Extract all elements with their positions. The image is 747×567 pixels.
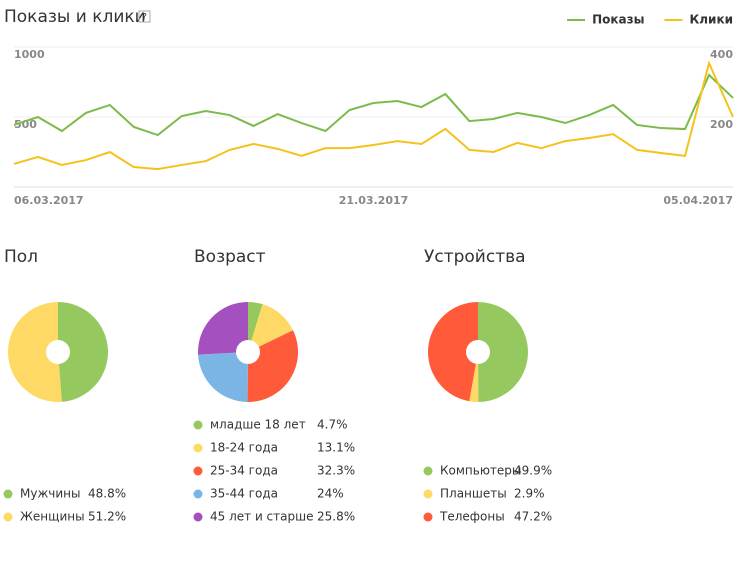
- pie-hole: [46, 340, 70, 364]
- legend-label: 45 лет и старше: [210, 510, 313, 524]
- legend-dot: [193, 466, 203, 476]
- pie-slice: [469, 352, 479, 403]
- pie-slice: [58, 302, 109, 402]
- legend-value: 47.2%: [514, 510, 552, 524]
- legend-value: 13.1%: [317, 441, 355, 455]
- legend-dot: [193, 489, 203, 499]
- legend-dot: [3, 489, 13, 499]
- legend-label: Телефоны: [439, 510, 505, 524]
- x-tick-label: 06.03.2017: [14, 194, 84, 207]
- legend-label: 25-34 года: [210, 464, 278, 478]
- legend-label: Планшеты: [440, 487, 507, 501]
- legend-label: младше 18 лет: [210, 418, 306, 432]
- legend-value: 4.7%: [317, 418, 348, 432]
- legend-label: Мужчины: [20, 487, 80, 501]
- legend-label: Женщины: [20, 510, 85, 524]
- y-tick-label: 500: [14, 118, 37, 131]
- pie-slice: [248, 302, 263, 352]
- pie-hole: [466, 340, 490, 364]
- legend-value: 51.2%: [88, 510, 126, 524]
- legend-dot: [423, 489, 433, 499]
- help-icon[interactable]: [138, 10, 151, 23]
- series-line: [13, 73, 734, 137]
- pie-slice: [428, 302, 478, 402]
- legend-dot: [423, 466, 433, 476]
- legend-value: 24%: [317, 487, 344, 501]
- pie-slice: [248, 304, 293, 352]
- pie-title: Пол: [4, 247, 38, 267]
- legend-dot: [423, 512, 433, 522]
- legend-dot: [193, 420, 203, 430]
- x-tick-label: 21.03.2017: [339, 194, 409, 207]
- y-tick-label: 1000: [14, 48, 45, 61]
- legend-dot: [193, 443, 203, 453]
- pie-slice: [8, 302, 62, 402]
- series-line: [13, 60, 734, 171]
- legend-label: Клики: [689, 13, 733, 27]
- legend-label: 35-44 года: [210, 487, 278, 501]
- legend-label: 18-24 года: [210, 441, 278, 455]
- pie-title: Устройства: [424, 247, 526, 267]
- legend-value: 2.9%: [514, 487, 545, 501]
- legend-value: 25.8%: [317, 510, 355, 524]
- chart-title: Показы и клики: [4, 7, 146, 27]
- legend-value: 49.9%: [514, 464, 552, 478]
- pie-slice: [198, 352, 248, 402]
- legend-label: Компьютеры: [440, 464, 521, 478]
- legend-dot: [193, 512, 203, 522]
- legend-value: 32.3%: [317, 464, 355, 478]
- legend-label: Показы: [592, 13, 644, 27]
- pie-slice: [247, 330, 298, 402]
- pie-hole: [236, 340, 260, 364]
- pie-title: Возраст: [194, 247, 266, 267]
- help-icon-text: ?: [142, 13, 147, 23]
- pie-slice: [478, 302, 528, 402]
- x-tick-label: 05.04.2017: [663, 194, 733, 207]
- legend-dot: [3, 512, 13, 522]
- pie-slice: [198, 302, 248, 355]
- legend-value: 48.8%: [88, 487, 126, 501]
- y2-tick-label: 400: [710, 48, 733, 61]
- y2-tick-label: 200: [710, 118, 733, 131]
